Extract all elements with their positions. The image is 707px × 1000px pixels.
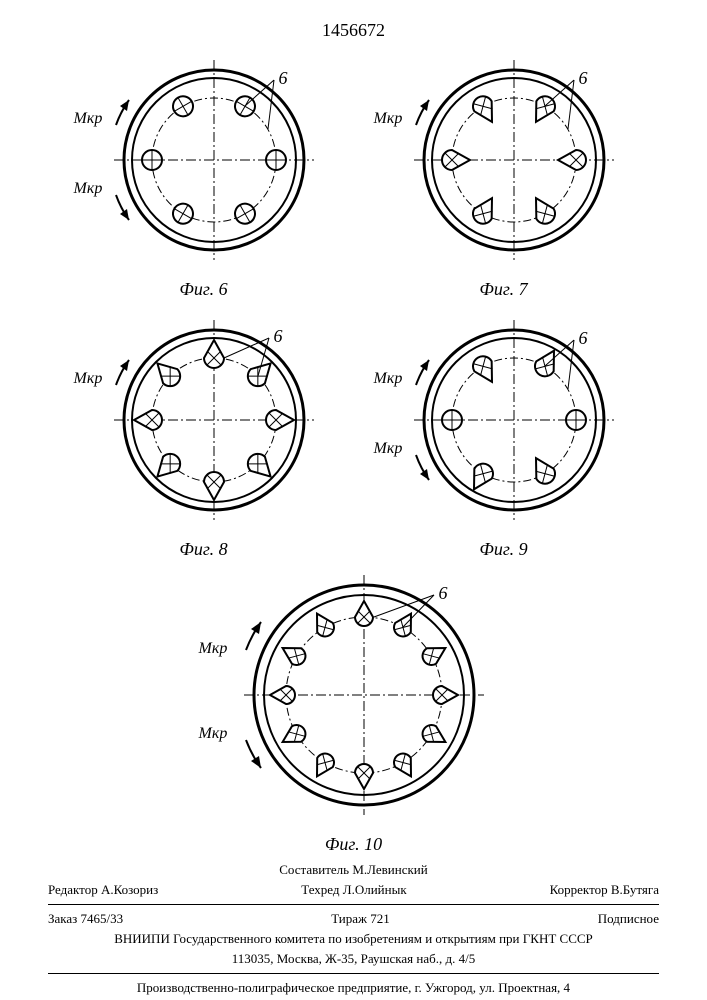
mkr-label: Мкр — [374, 440, 403, 458]
figure-9: 6 Мкр Мкр Фиг. 9 — [374, 310, 634, 560]
figure-row-3: 6 Мкр Мкр Фиг. 10 — [0, 565, 707, 855]
figure-10-caption: Фиг. 10 — [194, 834, 514, 855]
credits-row-1: Редактор А.Козориз Техред Л.Олийнык Корр… — [48, 880, 659, 900]
divider — [48, 904, 659, 905]
credits-row-2: Заказ 7465/33 Тираж 721 Подписное — [48, 909, 659, 929]
figure-8: 6 Мкр Фиг. 8 — [74, 310, 334, 560]
element-label-6: 6 — [439, 583, 448, 604]
compiler-line: Составитель М.Левинский — [48, 860, 659, 880]
page: 1456672 — [0, 0, 707, 1000]
org-line-2: 113035, Москва, Ж-35, Раушская наб., д. … — [48, 949, 659, 969]
mkr-label: Мкр — [74, 180, 103, 198]
mkr-label: Мкр — [374, 110, 403, 128]
credits-block: Составитель М.Левинский Редактор А.Козор… — [48, 860, 659, 998]
org-line-1: ВНИИПИ Государственного комитета по изоб… — [48, 929, 659, 949]
element-label-6: 6 — [579, 328, 588, 349]
mkr-label: Мкр — [74, 110, 103, 128]
mkr-label: Мкр — [374, 370, 403, 388]
mkr-label: Мкр — [199, 640, 228, 658]
mkr-label: Мкр — [74, 370, 103, 388]
techred: Техред Л.Олийнык — [301, 882, 406, 898]
figure-7-svg — [374, 50, 634, 270]
circulation: Тираж 721 — [331, 911, 390, 927]
figure-row-1: 6 Мкр Мкр Фиг. 6 — [0, 50, 707, 300]
corrector: Корректор В.Бутяга — [550, 882, 659, 898]
element-label-6: 6 — [579, 68, 588, 89]
figure-6-caption: Фиг. 6 — [74, 279, 334, 300]
figure-9-caption: Фиг. 9 — [374, 539, 634, 560]
figure-6: 6 Мкр Мкр Фиг. 6 — [74, 50, 334, 300]
editor: Редактор А.Козориз — [48, 882, 158, 898]
element-label-6: 6 — [279, 68, 288, 89]
printer-line: Производственно-полиграфическое предприя… — [48, 978, 659, 998]
subscription: Подписное — [598, 911, 659, 927]
mkr-label: Мкр — [199, 725, 228, 743]
element-label-6: 6 — [274, 326, 283, 347]
figure-7: 6 Мкр Фиг. 7 — [374, 50, 634, 300]
divider — [48, 973, 659, 974]
figure-row-2: 6 Мкр Фиг. 8 — [0, 310, 707, 560]
order: Заказ 7465/33 — [48, 911, 123, 927]
figure-8-svg — [74, 310, 334, 530]
figure-10-svg — [194, 565, 514, 825]
figure-10: 6 Мкр Мкр Фиг. 10 — [194, 565, 514, 855]
patent-number: 1456672 — [0, 20, 707, 41]
figure-7-caption: Фиг. 7 — [374, 279, 634, 300]
figure-9-svg — [374, 310, 634, 530]
figure-8-caption: Фиг. 8 — [74, 539, 334, 560]
figure-6-svg — [74, 50, 334, 270]
